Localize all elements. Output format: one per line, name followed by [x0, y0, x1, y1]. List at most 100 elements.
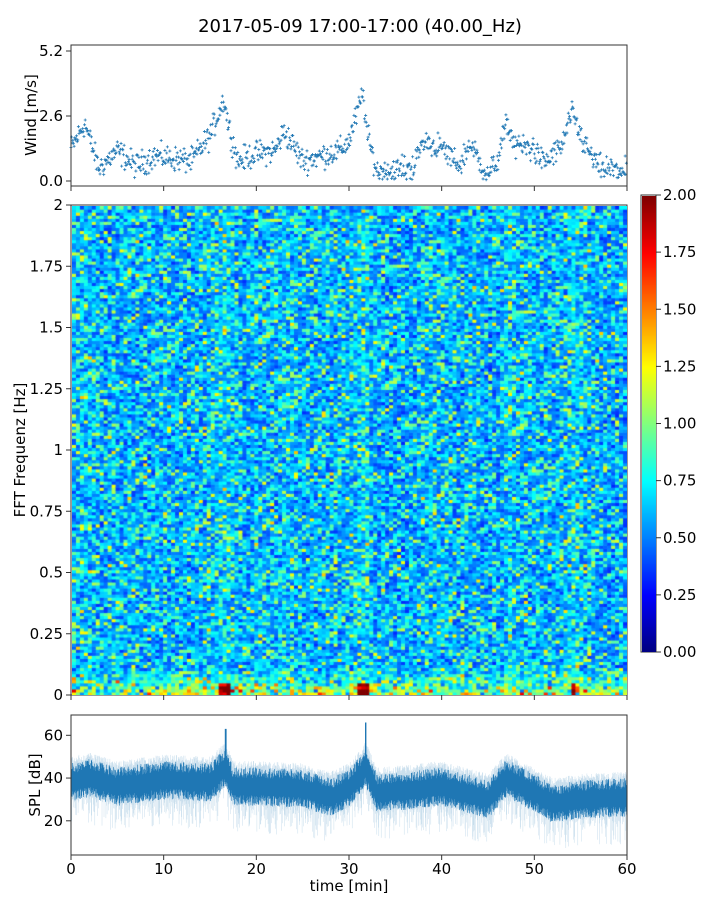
spec-ytick-label: 0.25 [30, 625, 63, 643]
wind-point [570, 100, 574, 104]
wind-point [477, 168, 481, 172]
wind-point [487, 174, 491, 178]
wind-point [92, 158, 96, 162]
wind-point [519, 143, 523, 147]
spl-xtick-label: 0 [66, 860, 76, 878]
wind-point [105, 158, 109, 162]
wind-point [444, 157, 448, 161]
wind-point [257, 153, 261, 157]
wind-point [178, 149, 182, 153]
wind-point [616, 175, 620, 179]
wind-point [332, 153, 336, 157]
wind-point [366, 138, 370, 142]
wind-point [102, 173, 106, 177]
wind-point [130, 157, 134, 161]
wind-point [458, 159, 462, 163]
wind-point [122, 153, 126, 157]
wind-point [172, 157, 176, 161]
wind-point [349, 125, 353, 129]
wind-point [196, 138, 200, 142]
wind-point [533, 156, 537, 160]
wind-point [571, 106, 575, 110]
wind-point [543, 159, 547, 163]
wind-point [212, 112, 216, 116]
wind-point [167, 156, 171, 160]
wind-point [182, 147, 186, 151]
wind-point [475, 150, 479, 154]
wind-point [296, 161, 300, 165]
wind-axes-frame [70, 44, 628, 187]
wind-point [433, 151, 437, 155]
wind-point [330, 154, 334, 158]
wind-point [198, 142, 202, 146]
wind-point [430, 154, 434, 158]
wind-point [300, 147, 304, 151]
wind-point [91, 146, 95, 150]
wind-point [593, 157, 597, 161]
wind-point [558, 147, 562, 151]
wind-point [208, 136, 212, 140]
wind-point [470, 148, 474, 152]
wind-point [427, 137, 431, 141]
wind-point [403, 154, 407, 158]
wind-point [207, 131, 211, 135]
wind-point [585, 136, 589, 140]
wind-point [173, 169, 177, 173]
wind-point [143, 155, 147, 159]
wind-point [616, 166, 620, 170]
wind-point [592, 153, 596, 157]
wind-point [429, 145, 433, 149]
wind-point [591, 165, 595, 169]
wind-point [256, 158, 260, 162]
wind-point [231, 135, 235, 139]
wind-point [575, 116, 579, 120]
wind-point [546, 155, 550, 159]
wind-point [273, 149, 277, 153]
wind-point [74, 137, 78, 141]
wind-point [345, 148, 349, 152]
wind-point [159, 138, 163, 142]
wind-point [233, 146, 237, 150]
wind-point [180, 158, 184, 162]
wind-point [623, 154, 627, 158]
wind-point [214, 122, 218, 126]
wind-point [396, 158, 400, 162]
wind-point [330, 160, 334, 164]
wind-point [566, 111, 570, 115]
wind-point [156, 159, 160, 163]
wind-point [126, 155, 130, 159]
wind-point [148, 163, 152, 167]
wind-point [248, 144, 252, 148]
wind-point [548, 160, 552, 164]
wind-point [168, 149, 172, 153]
wind-point [473, 140, 477, 144]
spec-axes-frame [70, 204, 628, 696]
colorbar-tick-label: 2.00 [663, 186, 696, 204]
wind-point [365, 124, 369, 128]
wind-point [347, 132, 351, 136]
wind-point [417, 155, 421, 159]
wind-point [291, 144, 295, 148]
wind-point [151, 155, 155, 159]
wind-point [497, 150, 501, 154]
wind-point [286, 126, 290, 130]
wind-point [130, 165, 134, 169]
colorbar-tick-label: 1.25 [663, 357, 696, 375]
wind-point [222, 100, 226, 104]
spec-ytick-label: 1.75 [30, 257, 63, 275]
wind-point [322, 147, 326, 151]
wind-point [366, 135, 370, 139]
wind-point [110, 157, 114, 161]
wind-point [335, 139, 339, 143]
wind-point [356, 105, 360, 109]
wind-point [255, 140, 259, 144]
wind-point [538, 159, 542, 163]
wind-point [302, 159, 306, 163]
wind-point [329, 144, 333, 148]
wind-point [498, 153, 502, 157]
wind-point [141, 167, 145, 171]
wind-point [324, 159, 328, 163]
wind-point [227, 121, 231, 125]
wind-point [238, 154, 242, 158]
wind-point [498, 142, 502, 146]
